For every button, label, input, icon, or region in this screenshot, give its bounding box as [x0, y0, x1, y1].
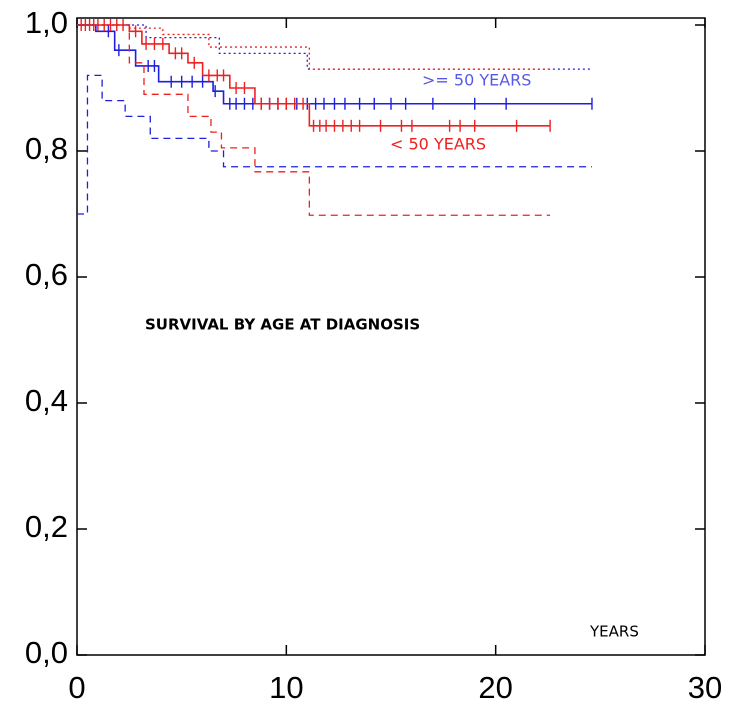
y-tick-label: 0,0	[25, 635, 68, 670]
survival-curve	[77, 74, 592, 215]
chart-title: SURVIVAL BY AGE AT DIAGNOSIS	[145, 316, 420, 334]
x-tick-label: 0	[68, 670, 85, 705]
y-tick-label: 0,6	[25, 257, 68, 292]
survival-curve	[77, 24, 592, 70]
x-tick-label: 20	[478, 670, 512, 705]
survival-curve	[77, 24, 592, 105]
series-label: >= 50 YEARS	[422, 70, 531, 89]
y-tick-label: 0,4	[25, 383, 68, 418]
y-tick-label: 1,0	[25, 5, 68, 40]
y-tick-label: 0,8	[25, 131, 68, 166]
series-label: < 50 YEARS	[390, 134, 486, 153]
plot-frame	[76, 17, 706, 656]
x-axis-label: YEARS	[589, 623, 639, 641]
x-tick-label: 10	[269, 670, 303, 705]
survival-curve	[77, 24, 551, 216]
x-tick-label: 30	[688, 670, 722, 705]
survival-curve	[77, 24, 551, 127]
y-tick-label: 0,2	[25, 509, 68, 544]
survival-curve	[77, 24, 551, 70]
